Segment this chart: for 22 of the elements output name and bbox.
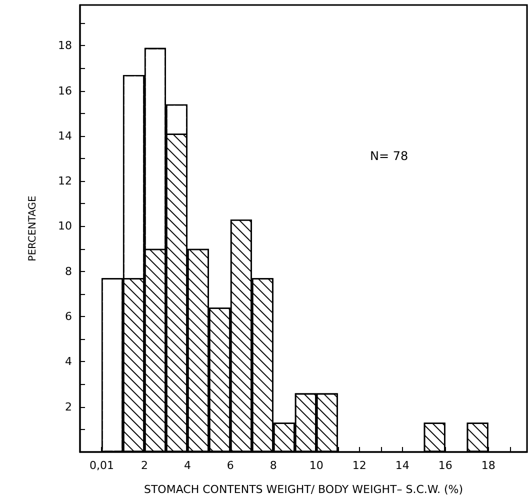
y-tick-label: 14 [58,129,72,142]
x-tick-label: 6 [226,459,234,472]
y-tick-label: 10 [58,220,72,233]
y-tick-label: 6 [65,310,72,324]
y-axis-title: PERCENTAGE [28,196,38,262]
x-tick-label: 2 [140,459,148,472]
x-axis-title: STOMACH CONTENTS WEIGHT/ BODY WEIGHT– S.C.W. (%) [144,483,464,496]
x-tick-label: 14 [395,459,410,472]
x-tick-label: 16 [438,459,452,472]
annotation: N= 78 [370,149,408,163]
x-tick-label: 4 [184,459,191,472]
y-tick-label: 4 [65,355,72,368]
x-tick-label: 0,01 [89,459,114,472]
x-tick-label: 18 [481,459,496,472]
y-tick-label: 16 [58,84,72,98]
y-tick-label: 18 [58,39,72,52]
x-tick-label: 10 [309,459,324,472]
x-tick-label: 12 [352,459,366,472]
y-tick-label: 8 [65,264,72,278]
y-tick-label: 2 [65,400,72,414]
x-tick-label: 8 [270,459,277,472]
y-tick-label: 12 [58,174,72,188]
